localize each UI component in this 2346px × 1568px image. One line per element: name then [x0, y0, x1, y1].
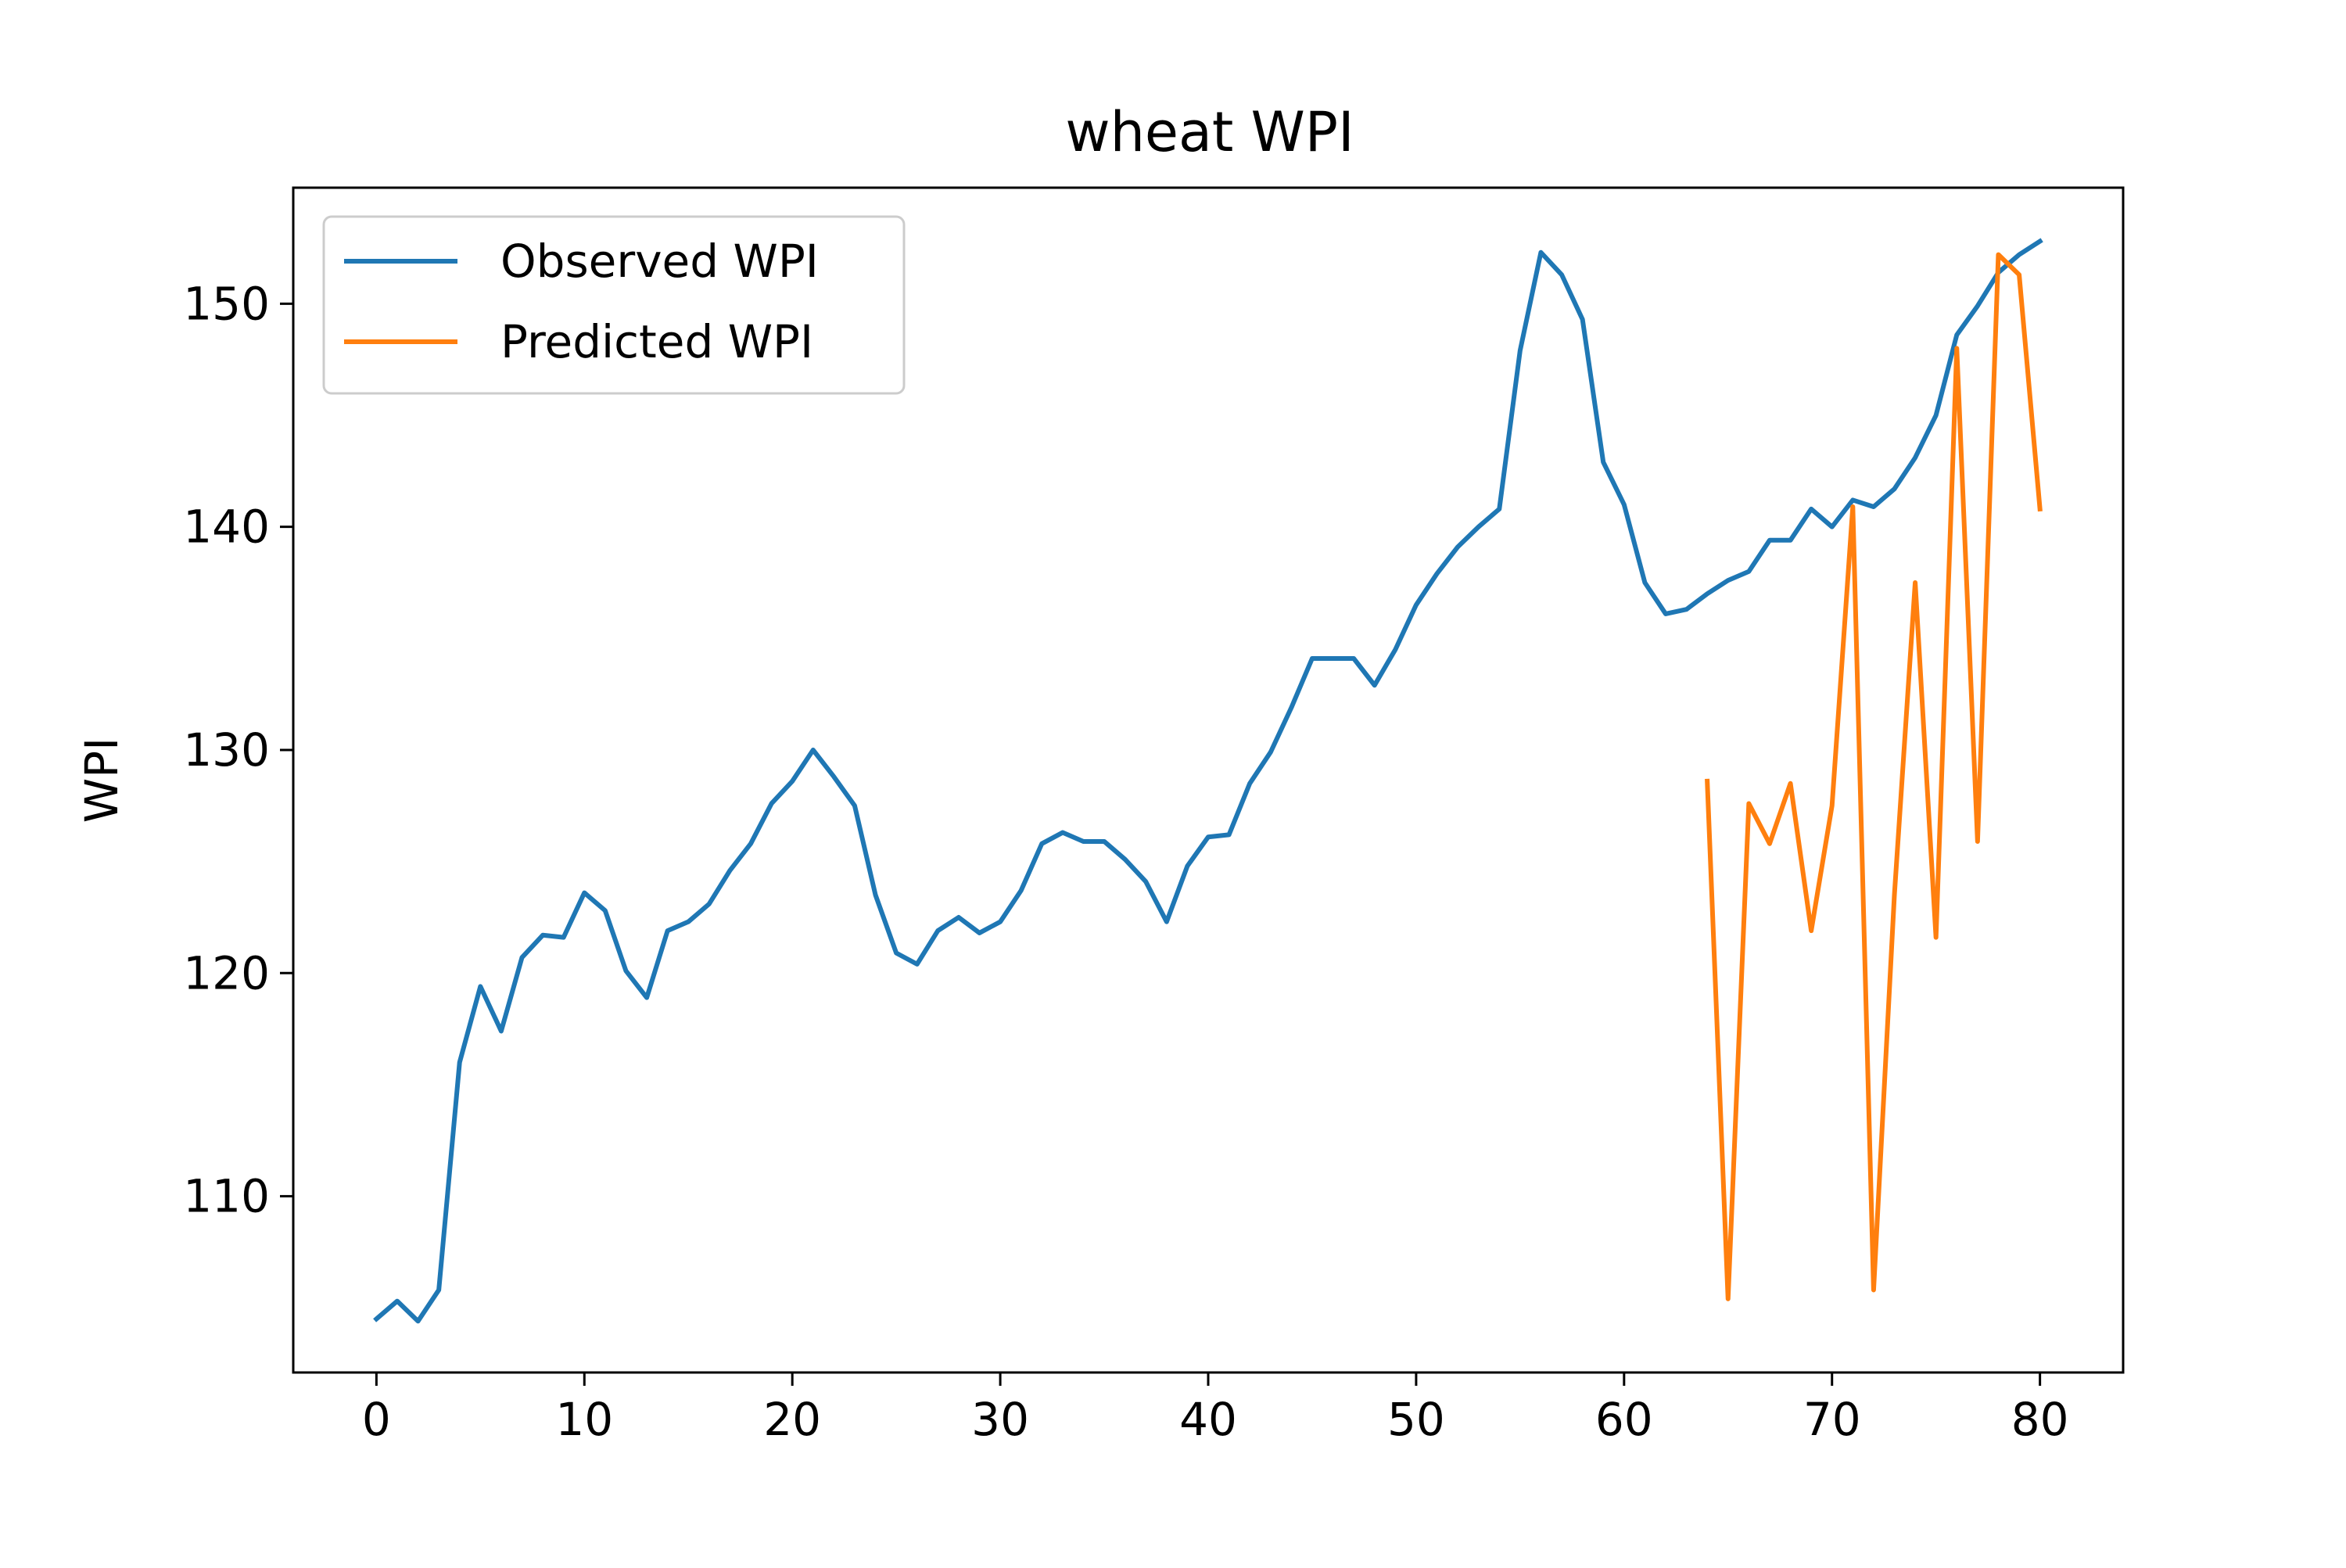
legend-box [322, 215, 906, 395]
legend-label-predicted: Predicted WPI [500, 315, 813, 368]
x-tick-label: 0 [362, 1393, 391, 1446]
axes: 0 10 20 30 40 50 60 70 80 110 120 130 140 150 [183, 186, 2125, 1446]
x-tick-label: 30 [971, 1393, 1029, 1446]
x-tick-label: 60 [1595, 1393, 1653, 1446]
x-tick-label: 20 [763, 1393, 821, 1446]
x-tick-label: 40 [1179, 1393, 1237, 1446]
legend: Observed WPI Predicted WPI [322, 215, 906, 395]
y-tick-label: 110 [183, 1170, 270, 1223]
x-tick-label: 50 [1387, 1393, 1445, 1446]
y-axis-label: WPI [75, 737, 128, 823]
y-tick-label: 120 [183, 946, 270, 999]
x-tick-label: 80 [2011, 1393, 2069, 1446]
legend-label-observed: Observed WPI [500, 235, 819, 288]
x-tick-label: 10 [555, 1393, 613, 1446]
chart-title: wheat WPI [1065, 100, 1354, 164]
x-tick-label: 70 [1803, 1393, 1861, 1446]
plot-area [373, 238, 2043, 1324]
series-line-predicted [1705, 252, 2043, 1301]
y-tick-label: 150 [183, 277, 270, 330]
series-line-observed [373, 238, 2043, 1324]
y-tick-label: 130 [183, 723, 270, 777]
y-tick-label: 140 [183, 501, 270, 554]
